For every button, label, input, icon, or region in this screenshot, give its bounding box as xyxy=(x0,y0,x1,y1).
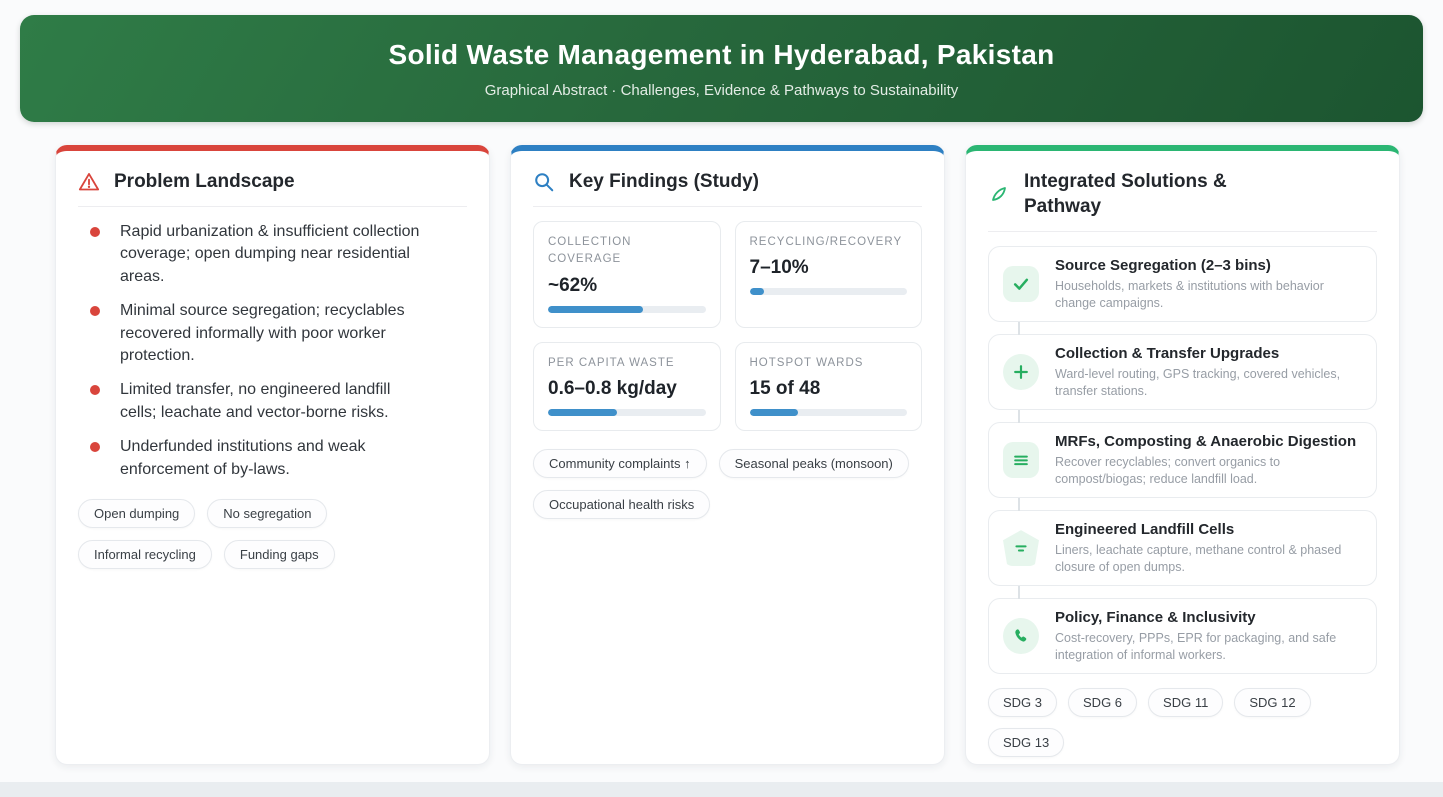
problem-bullet-item: Minimal source segregation; recyclables … xyxy=(78,300,467,367)
problem-tags: Open dumping No segregation Informal rec… xyxy=(78,498,467,569)
stat-label: RECYCLING/RECOVERY xyxy=(749,236,903,249)
step-body: Policy, Finance & Inclusivity Cost-recov… xyxy=(1055,608,1362,664)
divider xyxy=(78,206,467,208)
page-title: Solid Waste Management in Hyderabad, Pak… xyxy=(388,38,1055,70)
step-description: Ward-level routing, GPS tracking, covere… xyxy=(1055,366,1341,398)
search-icon xyxy=(533,171,555,193)
page-subtitle: Graphical Abstract · Challenges, Evidenc… xyxy=(484,81,959,99)
solution-step: MRFs, Composting & Anaerobic Digestion R… xyxy=(988,410,1377,499)
header-banner: Solid Waste Management in Hyderabad, Pak… xyxy=(20,15,1423,122)
progress-fill xyxy=(749,288,764,296)
stat-value: ~62% xyxy=(548,274,598,296)
tag-pill: Funding gaps xyxy=(223,539,335,569)
tag-pill: Seasonal peaks (monsoon) xyxy=(718,448,909,478)
phone-icon xyxy=(1003,618,1039,655)
solution-step: Policy, Finance & Inclusivity Cost-recov… xyxy=(988,586,1377,675)
problem-bullet-item: Rapid urbanization & insufficient collec… xyxy=(78,221,467,288)
step-description: Households, markets & institutions with … xyxy=(1055,278,1324,310)
plus-icon xyxy=(1003,354,1039,391)
solution-steps: Source Segregation (2–3 bins) Households… xyxy=(988,246,1377,675)
solutions-card: Integrated Solutions & Pathway Source Se… xyxy=(965,145,1400,765)
step-title: Source Segregation (2–3 bins) xyxy=(1055,257,1271,275)
divider xyxy=(533,206,922,208)
bullet-text: Minimal source segregation; recyclables … xyxy=(120,302,405,365)
tag-pill: SDG 6 xyxy=(1068,688,1138,718)
card-title: Key Findings (Study) xyxy=(569,171,759,192)
stats-grid: COLLECTION COVERAGE ~62% RECYCLING/RECOV… xyxy=(533,221,922,431)
bullet-text: Limited transfer, no engineered landfill… xyxy=(120,381,391,421)
card-head: Integrated Solutions & Pathway xyxy=(988,169,1377,219)
tag-pill: No segregation xyxy=(207,498,328,528)
tag-pill: Occupational health risks xyxy=(533,489,711,519)
problem-bullet-item: Underfunded institutions and weak enforc… xyxy=(78,436,467,481)
footer-strip xyxy=(0,782,1443,797)
stat-label: PER CAPITA WASTE xyxy=(548,356,675,369)
progress-track xyxy=(749,288,907,296)
bullet-dot-icon xyxy=(90,385,100,396)
bullet-dot-icon xyxy=(90,306,100,317)
bullet-dot-icon xyxy=(90,442,100,453)
divider xyxy=(988,231,1377,233)
stat-label: HOTSPOT WARDS xyxy=(749,356,864,369)
problem-bullet-list: Rapid urbanization & insufficient collec… xyxy=(78,221,467,481)
tag-pill: Informal recycling xyxy=(78,539,212,569)
card-head: Key Findings (Study) xyxy=(533,169,922,194)
progress-fill xyxy=(548,408,618,416)
stat-tile: PER CAPITA WASTE 0.6–0.8 kg/day xyxy=(533,341,721,431)
tag-pill: SDG 12 xyxy=(1234,688,1311,718)
tag-pill: Community complaints ↑ xyxy=(533,448,707,478)
tag-pill: SDG 13 xyxy=(988,728,1065,758)
sdg-tags: SDG 3 SDG 6 SDG 11 SDG 12 SDG 13 xyxy=(988,688,1377,758)
progress-fill xyxy=(749,408,799,416)
card-title: Integrated Solutions & Pathway xyxy=(1024,171,1227,218)
problem-landscape-card: Problem Landscape Rapid urbanization & i… xyxy=(55,145,490,765)
check-icon xyxy=(1003,266,1039,303)
bullet-text: Rapid urbanization & insufficient collec… xyxy=(120,223,420,285)
tag-pill: SDG 3 xyxy=(988,688,1058,718)
key-findings-card: Key Findings (Study) COLLECTION COVERAGE… xyxy=(510,145,945,765)
stat-value: 15 of 48 xyxy=(749,377,821,399)
step-description: Liners, leachate capture, methane contro… xyxy=(1055,542,1342,574)
progress-track xyxy=(548,305,706,313)
step-title: MRFs, Composting & Anaerobic Digestion xyxy=(1055,433,1357,451)
step-title: Policy, Finance & Inclusivity xyxy=(1055,609,1256,627)
findings-pills: Community complaints ↑ Seasonal peaks (m… xyxy=(533,448,922,519)
step-title: Engineered Landfill Cells xyxy=(1055,521,1235,539)
progress-track xyxy=(548,408,706,416)
bullet-dot-icon xyxy=(90,227,100,238)
solution-step: Engineered Landfill Cells Liners, leacha… xyxy=(988,498,1377,587)
problem-bullet-item: Limited transfer, no engineered landfill… xyxy=(78,379,467,424)
stat-value: 0.6–0.8 kg/day xyxy=(548,377,677,399)
solution-step: Source Segregation (2–3 bins) Households… xyxy=(988,246,1377,323)
stat-tile: COLLECTION COVERAGE ~62% xyxy=(533,221,721,328)
step-description: Cost-recovery, PPPs, EPR for packaging, … xyxy=(1055,630,1337,662)
landfill-icon xyxy=(1003,530,1039,567)
stat-value: 7–10% xyxy=(749,257,809,279)
tag-pill: Open dumping xyxy=(78,498,196,528)
step-description: Recover recyclables; convert organics to… xyxy=(1055,454,1281,486)
warning-triangle-icon xyxy=(78,171,100,193)
progress-track xyxy=(749,408,907,416)
step-body: Source Segregation (2–3 bins) Households… xyxy=(1055,256,1362,312)
cards-row: Problem Landscape Rapid urbanization & i… xyxy=(55,145,1400,765)
solution-step: Collection & Transfer Upgrades Ward-leve… xyxy=(988,322,1377,411)
step-title: Collection & Transfer Upgrades xyxy=(1055,345,1280,363)
card-title: Problem Landscape xyxy=(114,171,295,192)
step-body: Engineered Landfill Cells Liners, leacha… xyxy=(1055,520,1362,576)
layers-icon xyxy=(1003,442,1039,479)
leaf-icon xyxy=(988,183,1010,205)
stat-label: COLLECTION COVERAGE xyxy=(548,236,632,266)
step-body: MRFs, Composting & Anaerobic Digestion R… xyxy=(1055,432,1362,488)
bullet-text: Underfunded institutions and weak enforc… xyxy=(120,438,366,478)
progress-fill xyxy=(548,305,643,313)
stat-tile: RECYCLING/RECOVERY 7–10% xyxy=(734,221,922,328)
card-head: Problem Landscape xyxy=(78,169,467,194)
tag-pill: SDG 11 xyxy=(1148,688,1224,718)
step-body: Collection & Transfer Upgrades Ward-leve… xyxy=(1055,344,1362,400)
stat-tile: HOTSPOT WARDS 15 of 48 xyxy=(734,341,922,431)
